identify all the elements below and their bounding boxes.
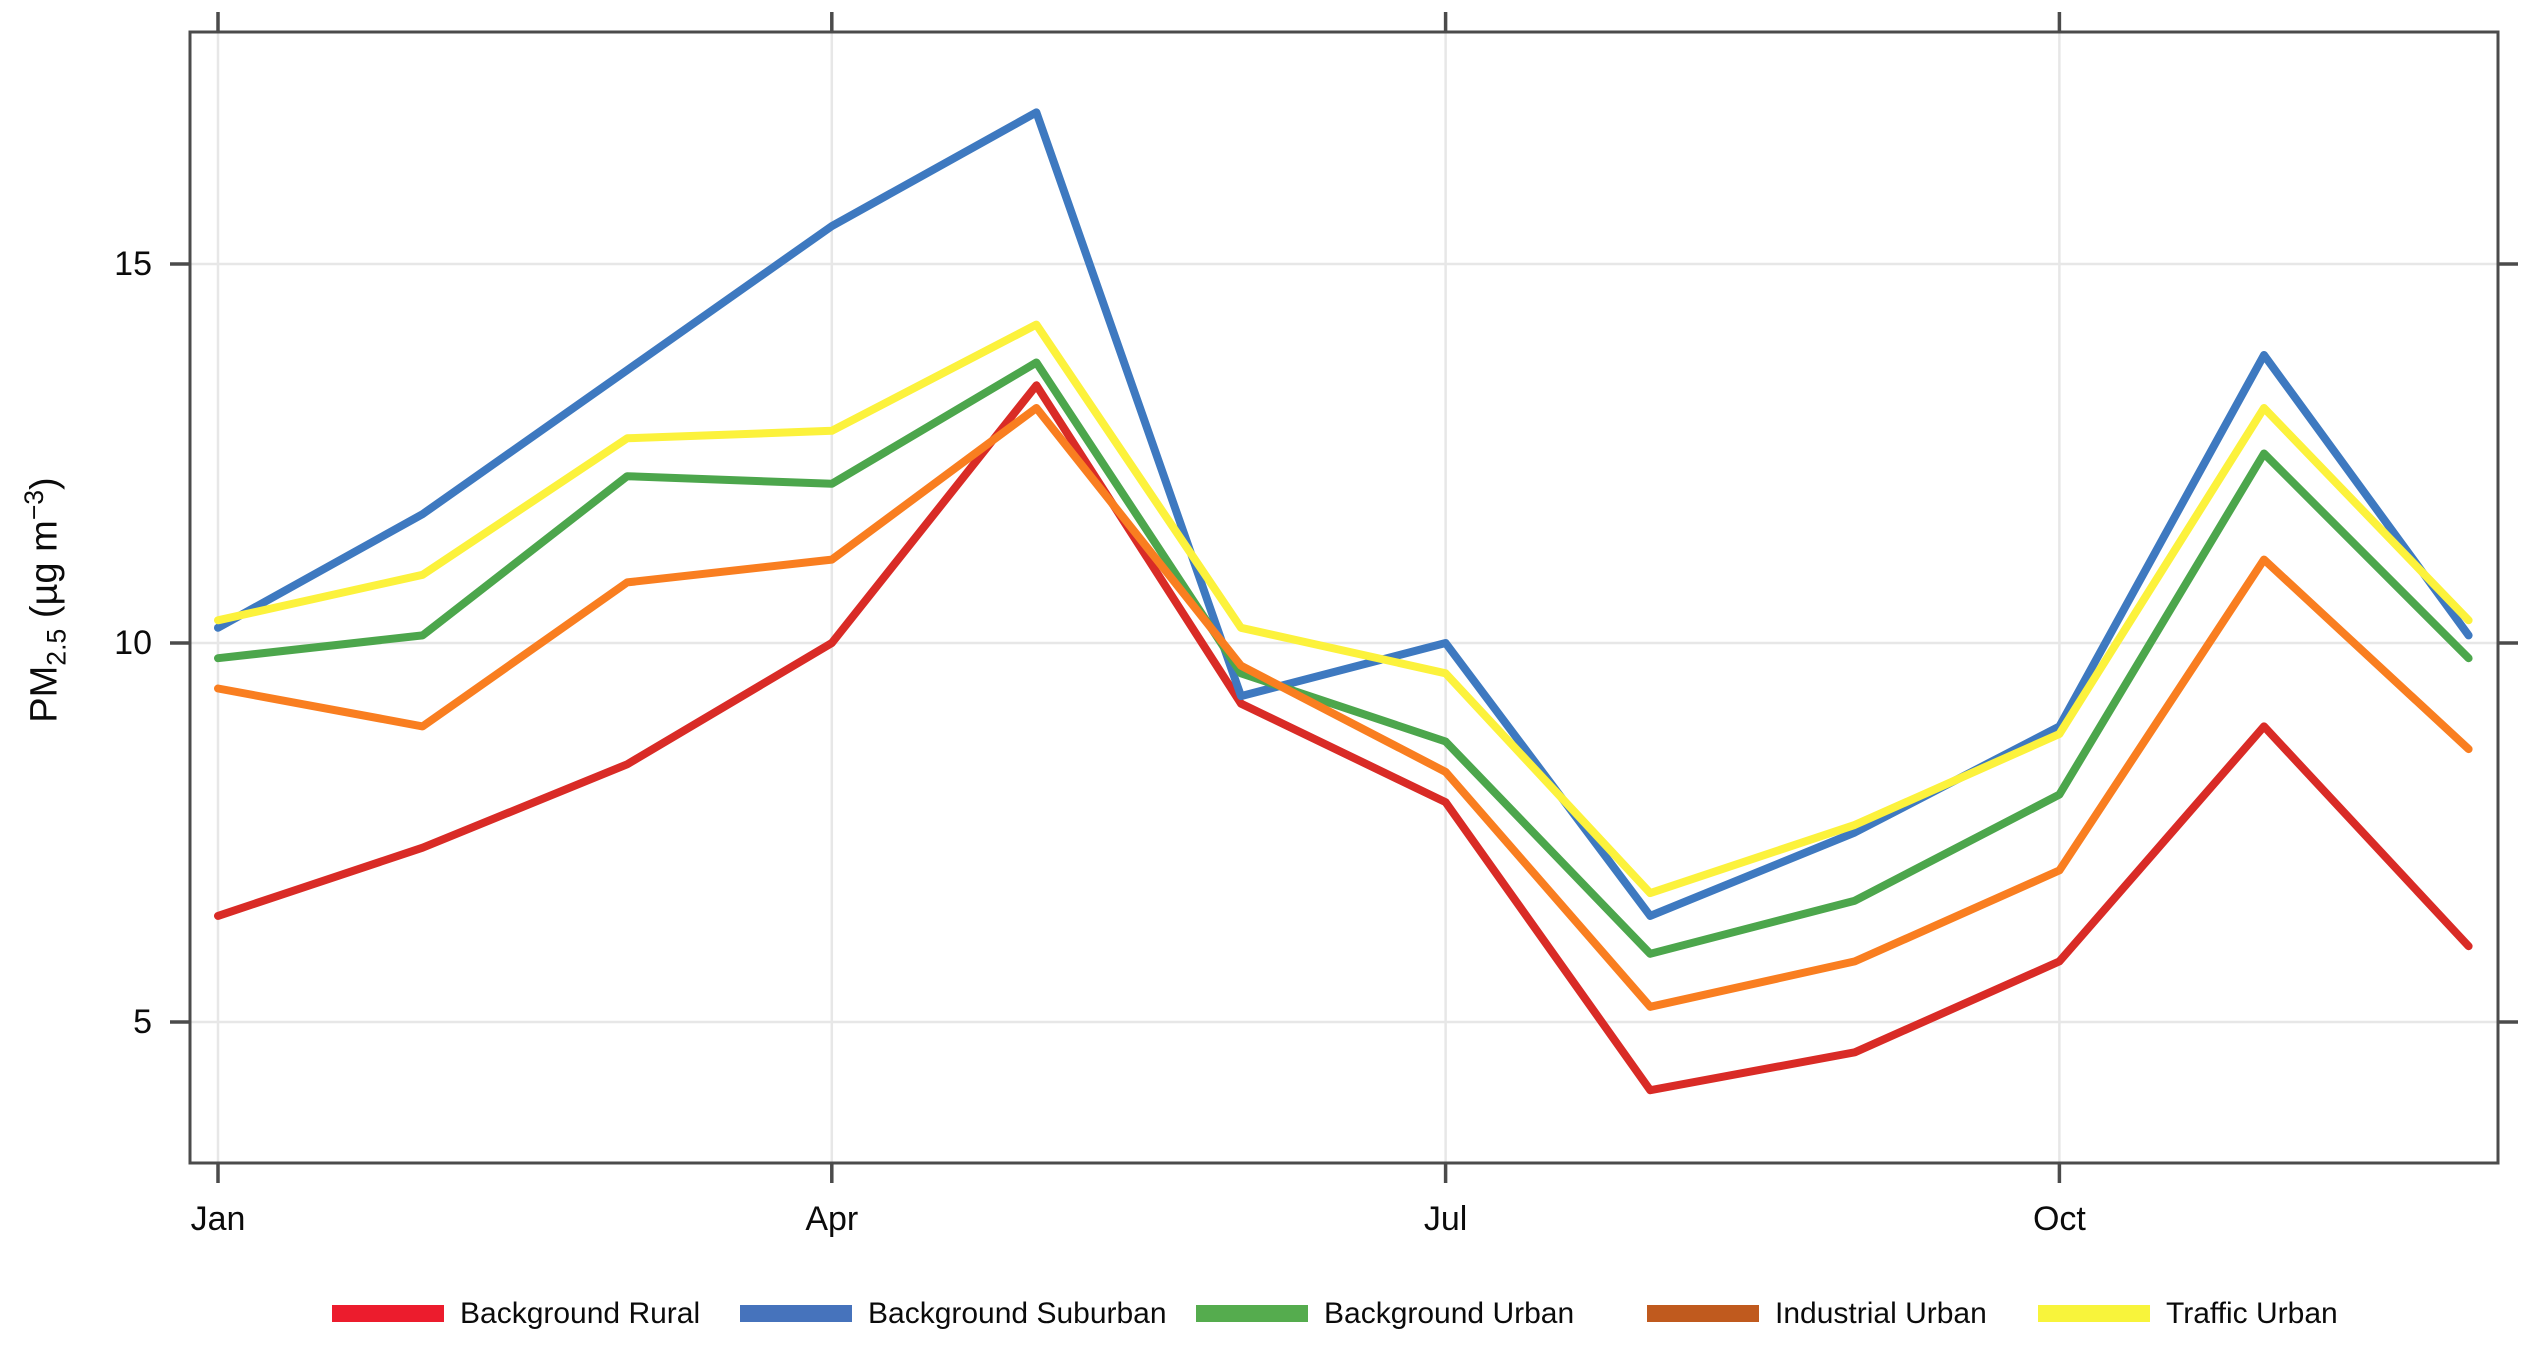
legend-label-background-rural: Background Rural [460,1297,701,1330]
legend-swatch-background-suburban [740,1305,852,1322]
y-axis-title: PM2.5 (µg m−3) [19,400,71,800]
y-axis-title-prefix: PM [24,665,67,723]
legend-swatch-background-rural [332,1305,444,1322]
x-tick-label-jul: Jul [1423,1200,1468,1238]
series-line-traffic-urban [214,320,2473,898]
y-tick-label-5: 5 [133,1003,152,1041]
legend-swatch-industrial-urban [1647,1305,1759,1322]
legend-item-industrial-urban: Industrial Urban [1647,1296,1987,1332]
legend-label-traffic-urban: Traffic Urban [2166,1297,2338,1330]
y-axis-title-superscript: −3 [19,489,50,521]
series-line-background-rural [214,381,2473,1095]
legend-item-background-rural: Background Rural [332,1296,700,1332]
x-tick-label-apr: Apr [805,1200,859,1238]
x-tick-label-oct: Oct [2032,1200,2086,1238]
x-tick-label-jan: Jan [190,1200,246,1238]
y-tick-label-10: 10 [114,624,152,662]
legend-item-traffic-urban: Traffic Urban [2038,1296,2338,1332]
legend-swatch-traffic-urban [2038,1305,2150,1322]
legend-item-background-urban: Background Urban [1196,1296,1574,1332]
y-axis-title-mid: (µg m [24,520,67,629]
legend-label-background-suburban: Background Suburban [868,1297,1167,1330]
legend-item-background-suburban: Background Suburban [740,1296,1167,1332]
legend-swatch-background-urban [1196,1305,1308,1322]
legend-label-background-urban: Background Urban [1324,1297,1575,1330]
plot-area [170,12,2518,1183]
y-axis-title-suffix: ) [24,477,67,490]
legend-label-industrial-urban: Industrial Urban [1775,1297,1987,1330]
series-line-background-suburban [214,108,2473,920]
series-line-background-urban [214,358,2473,958]
plot-border [188,30,2500,1165]
series-line-industrial-urban [214,404,2473,1011]
y-tick-label-15: 15 [114,245,152,283]
